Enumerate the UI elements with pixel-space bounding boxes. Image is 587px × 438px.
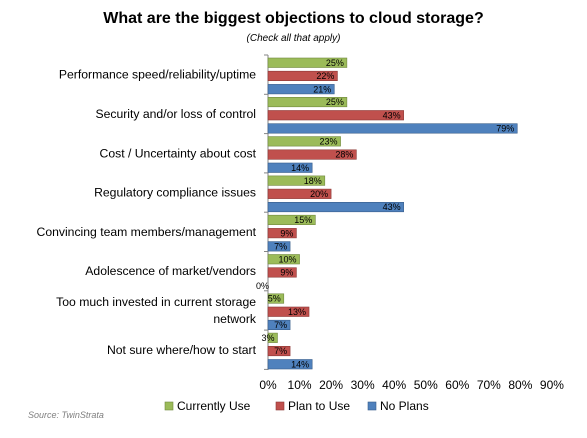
data-label: 0% bbox=[256, 281, 269, 291]
bar-plan-to-use bbox=[267, 228, 297, 239]
data-label: 3% bbox=[261, 333, 274, 343]
legend-label: Plan to Use bbox=[288, 399, 350, 413]
bar-plan-to-use bbox=[267, 345, 291, 357]
data-label: 28% bbox=[335, 150, 353, 160]
x-tick-label: 20% bbox=[319, 378, 343, 392]
data-label: 18% bbox=[304, 176, 322, 186]
legend-swatch bbox=[367, 401, 377, 411]
chart-subtitle: (Check all that apply) bbox=[246, 33, 341, 44]
bar-plan-to-use bbox=[267, 267, 297, 278]
bar-plan-to-use bbox=[267, 110, 404, 121]
bar-no-plans bbox=[267, 319, 291, 331]
data-label: 25% bbox=[326, 97, 344, 107]
x-tick-label: 30% bbox=[351, 378, 375, 392]
bar-no-plans bbox=[267, 162, 313, 173]
x-tick-label: 0% bbox=[259, 378, 277, 392]
data-label: 23% bbox=[320, 137, 338, 147]
category-label: Security and/or loss of control bbox=[95, 107, 256, 121]
data-label: 22% bbox=[316, 71, 334, 81]
x-tick-label: 80% bbox=[508, 378, 532, 392]
data-label: 9% bbox=[280, 228, 293, 238]
data-label: 43% bbox=[383, 110, 401, 120]
category-label: network bbox=[213, 312, 257, 326]
data-label: 14% bbox=[291, 359, 309, 369]
data-label: 43% bbox=[383, 202, 401, 212]
data-label: 10% bbox=[279, 254, 297, 264]
bar-currently-use bbox=[267, 214, 316, 225]
bar-currently-use bbox=[267, 136, 341, 147]
category-label: Convincing team members/management bbox=[37, 225, 257, 239]
category-label: Adolescence of market/vendors bbox=[85, 264, 256, 278]
data-label: 14% bbox=[291, 163, 309, 173]
bar-currently-use bbox=[267, 175, 326, 186]
data-label: 21% bbox=[313, 84, 331, 94]
bar-no-plans bbox=[267, 84, 335, 95]
bar-currently-use bbox=[267, 293, 285, 304]
bar-currently-use bbox=[267, 57, 348, 68]
bar-plan-to-use bbox=[267, 306, 310, 317]
bar-currently-use bbox=[267, 332, 278, 343]
bar-no-plans bbox=[267, 202, 404, 213]
source-note: Source: TwinStrata bbox=[28, 410, 104, 420]
bar-no-plans bbox=[267, 241, 291, 252]
category-label: Too much invested in current storage bbox=[56, 295, 256, 309]
data-label: 7% bbox=[274, 346, 287, 356]
category-label: Performance speed/reliability/uptime bbox=[59, 68, 256, 82]
bar-currently-use bbox=[267, 254, 300, 265]
legend-swatch bbox=[164, 401, 174, 411]
data-label: 5% bbox=[268, 294, 281, 304]
bar-plan-to-use bbox=[267, 149, 357, 160]
x-tick-label: 10% bbox=[288, 378, 312, 392]
chart-title: What are the biggest objections to cloud… bbox=[103, 10, 484, 27]
bar-no-plans bbox=[267, 359, 313, 370]
data-label: 79% bbox=[496, 124, 514, 134]
data-label: 7% bbox=[274, 242, 287, 252]
category-label: Cost / Uncertainty about cost bbox=[100, 146, 257, 160]
x-tick-label: 90% bbox=[540, 378, 564, 392]
legend-swatch bbox=[275, 401, 285, 411]
data-label: 15% bbox=[294, 215, 312, 225]
bar-no-plans bbox=[267, 123, 518, 134]
legend-label: Currently Use bbox=[177, 399, 251, 413]
x-tick-label: 60% bbox=[445, 378, 469, 392]
data-label: 25% bbox=[326, 58, 344, 68]
legend-label: No Plans bbox=[380, 399, 429, 413]
x-tick-label: 70% bbox=[477, 378, 501, 392]
category-label: Regulatory compliance issues bbox=[94, 186, 256, 200]
bar-plan-to-use bbox=[267, 70, 338, 81]
category-label: Not sure where/how to start bbox=[107, 343, 257, 357]
bar-currently-use bbox=[267, 97, 348, 108]
x-tick-label: 50% bbox=[414, 378, 438, 392]
data-label: 20% bbox=[310, 189, 328, 199]
data-label: 7% bbox=[274, 320, 287, 330]
data-label: 9% bbox=[280, 268, 293, 278]
x-tick-label: 40% bbox=[382, 378, 406, 392]
data-label: 13% bbox=[288, 307, 306, 317]
bar-plan-to-use bbox=[267, 188, 332, 199]
